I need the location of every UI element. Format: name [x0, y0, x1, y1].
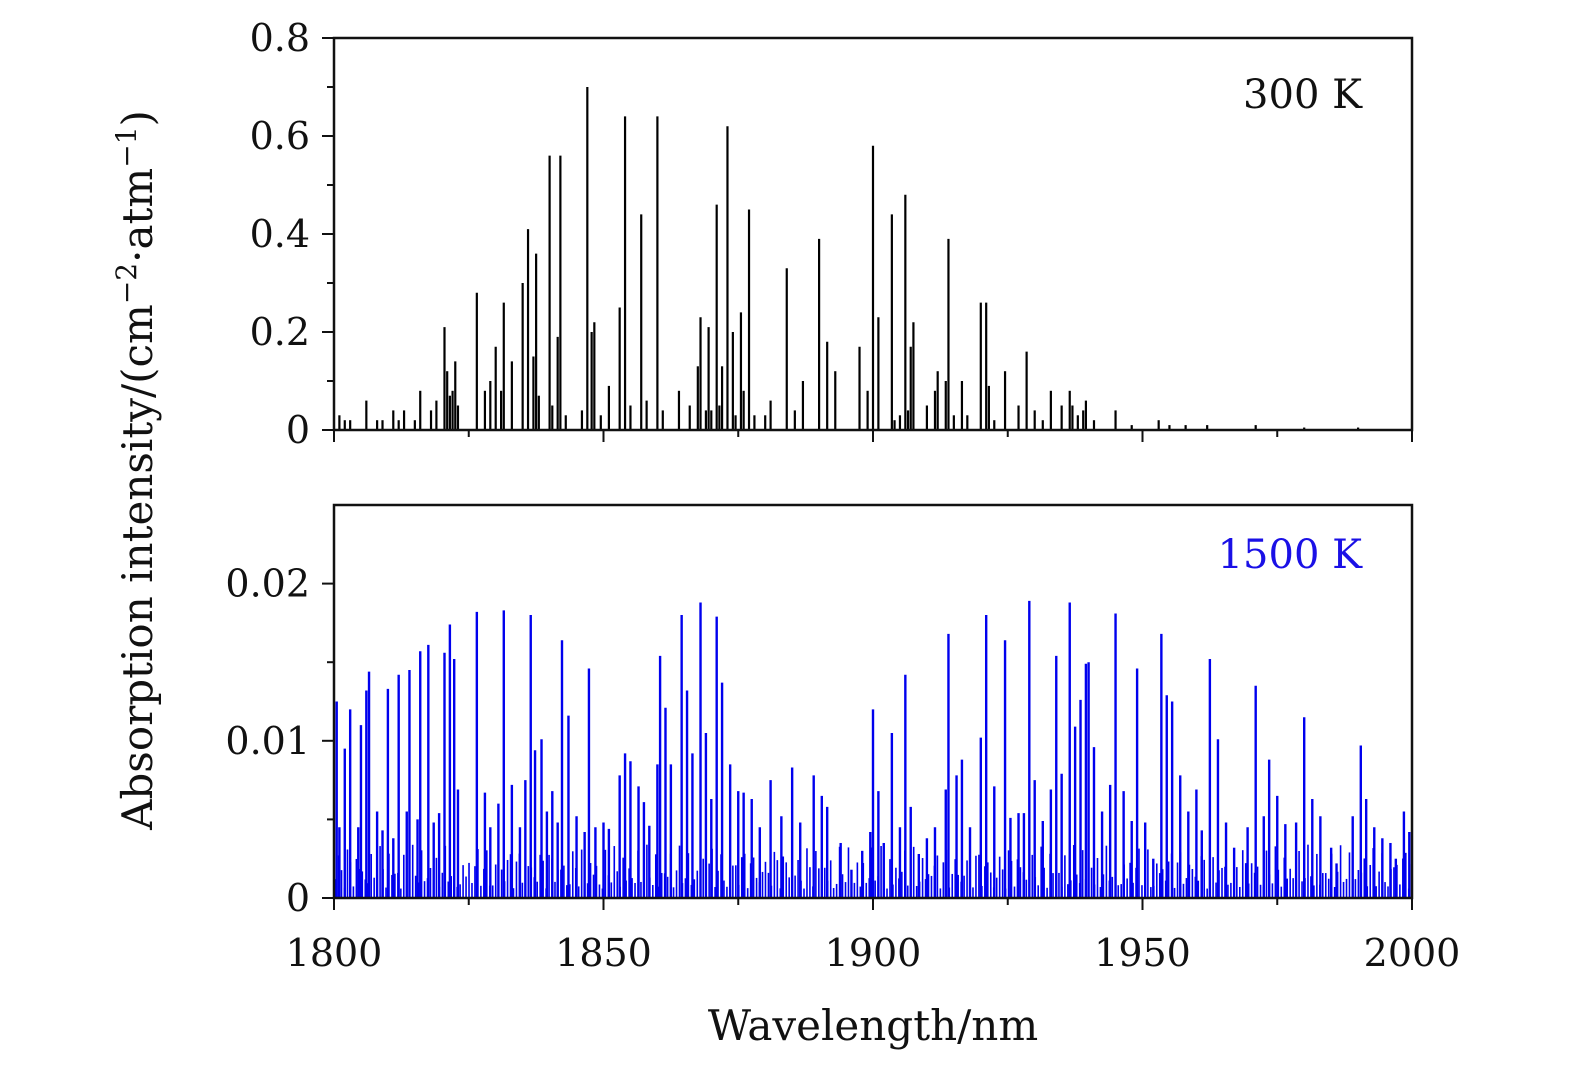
y-tick-label: 0.8	[250, 16, 310, 60]
spectral-lines-300k	[338, 87, 1360, 430]
ticks-1500k: 0 0.01 0.02 1800 1850 1900 1950 2000	[225, 562, 1460, 975]
panel-label-1500k: 1500 K	[1218, 532, 1364, 578]
panel-300k: 0 0.2 0.4 0.6 0.8 300 K	[250, 16, 1414, 452]
x-tick-label: 2000	[1364, 931, 1461, 975]
x-tick-label: 1950	[1094, 931, 1191, 975]
y-axis-title-text: Absorption intensity/(cm	[113, 304, 162, 831]
y-axis-title: Absorption intensity/(cm−2·atm−1)	[110, 110, 162, 831]
ticks-300k: 0 0.2 0.4 0.6 0.8	[250, 16, 1413, 452]
x-tick-label: 1800	[286, 931, 383, 975]
panel-1500k: 0 0.01 0.02 1800 1850 1900 1950 2000 1500 K	[225, 503, 1460, 975]
y-axis-title-end: )	[113, 110, 162, 126]
x-axis-title: Wavelength/nm	[708, 1001, 1038, 1050]
y-axis-title-mid: ·atm	[113, 168, 162, 263]
panel-label-300k: 300 K	[1243, 72, 1363, 118]
x-tick-label: 1850	[555, 931, 652, 975]
y-axis-title-sup2: −1	[110, 126, 143, 167]
x-tick-label: 1900	[825, 931, 922, 975]
y-tick-label: 0	[286, 408, 310, 452]
spectral-lines-1500k	[334, 600, 1413, 898]
y-tick-label: 0.02	[225, 562, 310, 606]
y-tick-label: 0.4	[250, 212, 310, 256]
y-tick-label: 0.6	[250, 114, 310, 158]
y-tick-label: 0.2	[250, 310, 310, 354]
y-tick-label: 0	[286, 876, 310, 920]
y-tick-label: 0.01	[225, 719, 310, 763]
y-axis-title-sup1: −2	[110, 263, 143, 304]
